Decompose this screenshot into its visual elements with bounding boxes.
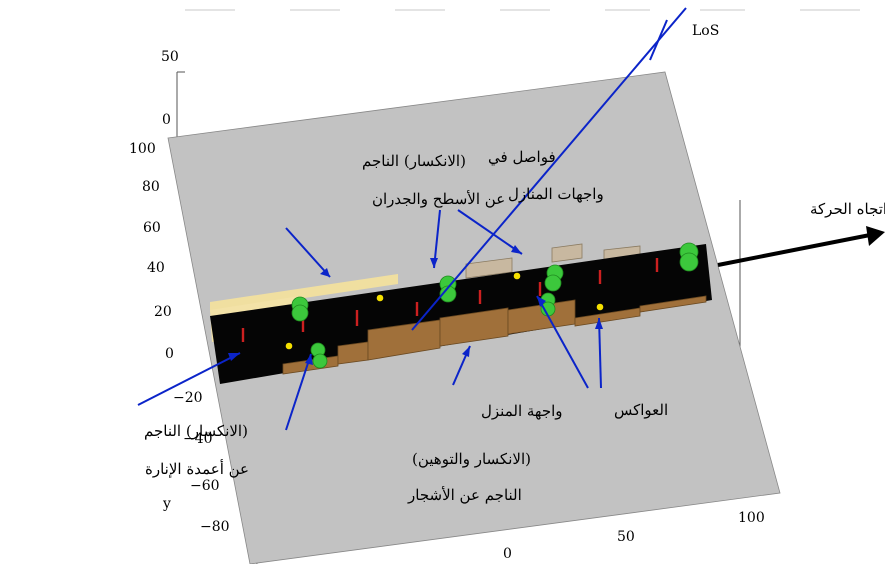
y-tick-20: 20 [154,304,172,320]
y-axis-label: y [162,496,171,512]
roof-wall-diffraction-line1: (الانكسار) الناجم [362,152,466,170]
y-tick-minus-60: −60 [190,478,220,494]
motion-arrow [717,226,885,267]
facade-gaps-line1: فواصل في [488,148,556,166]
x-tick-50: 50 [617,529,635,545]
road [210,244,712,384]
house-facade-label: واجهة المنزل [481,402,563,420]
reflectors [285,272,604,350]
lamp-post-diffraction-line1: (الانكسار) الناجم [144,422,248,440]
y-tick-minus-80: −80 [200,519,230,535]
reflectors-label: العواكس [614,401,668,419]
motion-direction-label: اتجاه الحركة [810,200,885,218]
roof-block-1 [210,274,398,312]
y-tick-minus-40: −40 [183,431,213,447]
y-tick-40: 40 [147,260,165,276]
lamp-poles [241,258,659,342]
y-tick-60: 60 [143,220,161,236]
y-tick-80: 80 [142,179,160,195]
x-tick-100: 100 [738,510,765,526]
z-tick-50: 50 [161,49,179,65]
blue-arrowheads [228,245,603,365]
house-box-1 [465,257,513,279]
facade-gaps-line2: واجهات المنازل [508,185,604,203]
tree-diffraction-line1: (الانكسار والتوهين) [412,450,531,468]
tree-diffraction-line2: الناجم عن الأشجار [407,486,522,504]
lamp-post-diffraction-line2: عن أعمدة الإنارة [145,459,249,478]
los-ray [411,7,687,331]
y-tick-minus-20: −20 [173,390,203,406]
x-tick-0: 0 [503,546,512,562]
front-facades [282,295,707,375]
trees [291,242,699,369]
blue-arrows [137,7,687,431]
house-box-2 [551,243,583,263]
z-tick-0: 0 [162,112,171,128]
los-label: LoS [692,23,719,39]
y-tick-100: 100 [129,141,156,157]
roof-wall-diffraction-line2: عن الأسطح والجدران [372,190,505,208]
y-tick-0: 0 [165,346,174,362]
